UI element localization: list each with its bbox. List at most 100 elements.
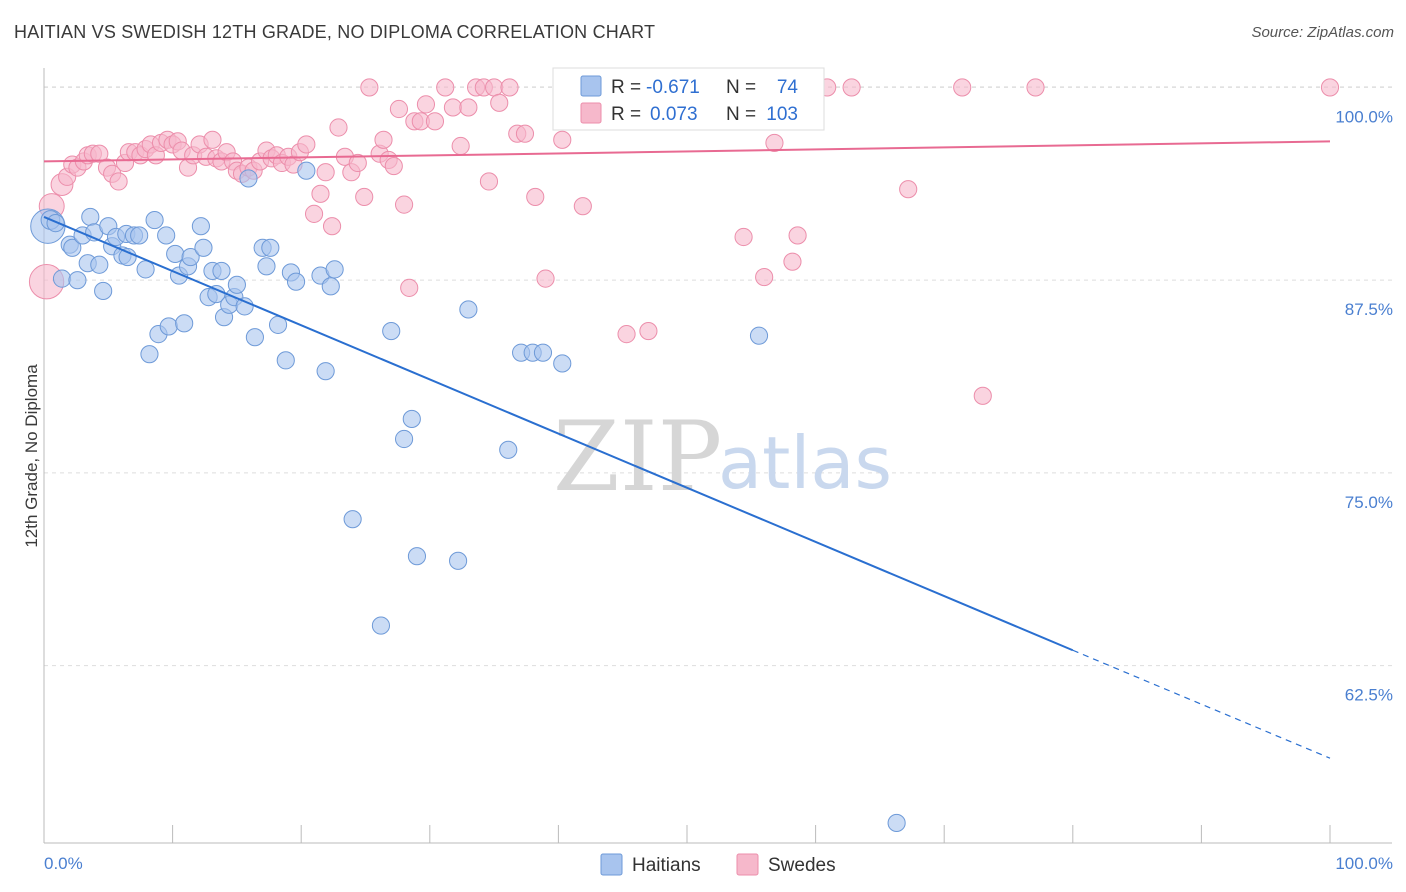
haitians-point-46 [257, 257, 276, 276]
legend-swatch-swedes [580, 102, 602, 124]
legend-n-label-swedes: N = [726, 104, 756, 125]
legend-swatch-haitians [580, 75, 602, 97]
haitians-point-11 [90, 255, 109, 274]
swedes-point-81 [536, 269, 555, 288]
swedes-point-54 [348, 153, 367, 173]
swedes-point-96 [842, 78, 861, 97]
swedes-point-79 [515, 124, 535, 143]
legend-r-label-haitians: R = [611, 77, 641, 98]
haitians-point-43 [239, 169, 258, 188]
y-tick-label-0: 62.5% [1345, 686, 1393, 705]
watermark: ZIP atlas [553, 401, 892, 513]
swedes-points [28, 78, 1340, 405]
swedes-point-89 [734, 227, 753, 247]
haitians-point-58 [371, 616, 391, 635]
y-axis-label: 12th Grade, No Diploma [22, 364, 41, 548]
haitians-point-23 [145, 210, 164, 230]
y-tick-label-2: 87.5% [1345, 300, 1393, 319]
haitians-point-64 [459, 300, 478, 319]
haitians-point-65 [499, 440, 518, 459]
swedes-point-82 [553, 130, 572, 149]
haitians-point-54 [316, 362, 335, 381]
swedes-point-92 [765, 133, 784, 153]
swedes-point-75 [485, 78, 504, 97]
haitians-point-21 [136, 260, 155, 279]
haitians-point-31 [181, 247, 200, 267]
swedes-point-68 [436, 78, 455, 97]
legend-n-label-haitians: N = [726, 77, 756, 98]
swedes-point-29 [203, 130, 222, 149]
stats-legend: R = -0.671 N = 74 R = 0.073 N = 103 [552, 67, 825, 131]
swedes-point-71 [459, 98, 478, 117]
swedes-point-58 [374, 130, 393, 149]
haitians-point-63 [449, 551, 468, 570]
haitians-point-55 [321, 277, 340, 296]
haitians-point-29 [175, 314, 194, 333]
haitians-point-61 [402, 409, 421, 429]
haitians-trend-extension [1072, 649, 1331, 759]
legend-r-value-haitians: -0.671 [646, 77, 700, 98]
haitians-point-25 [157, 226, 176, 245]
swedes-point-48 [311, 184, 330, 203]
bottom-legend-label-swedes: Swedes [768, 855, 836, 876]
haitians-point-37 [212, 261, 231, 280]
swedes-point-84 [573, 197, 592, 216]
haitians-point-5 [63, 238, 82, 257]
swedes-point-12 [109, 172, 128, 191]
bottom-legend-swatch-swedes [736, 853, 759, 876]
haitians-point-52 [297, 161, 316, 180]
swedes-point-80 [526, 187, 545, 206]
haitians-point-51 [286, 272, 306, 291]
haitians-point-59 [382, 321, 401, 341]
haitians-point-20 [130, 226, 149, 245]
haitians-point-44 [245, 328, 264, 347]
haitians-point-57 [343, 510, 362, 529]
swedes-point-46 [297, 135, 316, 154]
swedes-point-93 [783, 252, 802, 271]
haitians-point-56 [325, 260, 344, 279]
swedes-point-47 [304, 204, 324, 223]
swedes-point-51 [329, 118, 348, 137]
haitians-point-68 [533, 343, 553, 362]
swedes-point-77 [500, 78, 519, 97]
haitians-point-6 [68, 271, 87, 290]
swedes-point-69 [443, 98, 463, 117]
bottom-legend-swatch-haitians [600, 853, 623, 876]
x-tick-labels: 0.0% 100.0% [44, 854, 1393, 873]
swedes-point-90 [755, 268, 774, 287]
x-tick-label-1: 100.0% [1335, 854, 1393, 873]
swedes-point-94 [788, 226, 807, 245]
haitians-point-60 [395, 429, 414, 449]
swedes-point-9 [90, 144, 109, 163]
source-label: Source: ZipAtlas.com [1251, 24, 1394, 41]
haitians-point-26 [159, 317, 178, 336]
haitians-point-18 [118, 247, 137, 267]
legend-n-value-haitians: 74 [777, 77, 799, 98]
bottom-legend-label-haitians: Haitians [632, 855, 701, 876]
haitians-point-71 [887, 813, 906, 833]
swedes-point-98 [953, 78, 972, 97]
swedes-point-100 [1026, 78, 1045, 97]
watermark-atlas: atlas [718, 421, 892, 505]
legend-n-value-swedes: 103 [766, 104, 798, 125]
swedes-point-49 [316, 163, 335, 182]
haitians-point-69 [553, 354, 572, 373]
haitians-point-32 [191, 217, 210, 236]
swedes-point-97 [899, 180, 918, 199]
swedes-point-76 [490, 93, 509, 112]
swedes-point-55 [355, 187, 374, 206]
swedes-trend-line [43, 140, 1331, 163]
swedes-point-101 [1320, 78, 1340, 97]
legend-r-label-swedes: R = [611, 104, 641, 125]
haitians-point-42 [235, 297, 254, 316]
swedes-point-67 [425, 112, 445, 131]
haitians-point-62 [407, 547, 427, 566]
swedes-point-50 [322, 217, 342, 236]
y-tick-labels: 62.5% 75.0% 87.5% 100.0% [1335, 107, 1393, 704]
haitians-point-41 [227, 275, 246, 294]
swedes-point-74 [479, 172, 499, 191]
trend-lines [43, 140, 1331, 759]
swedes-point-61 [389, 99, 409, 119]
swedes-point-66 [416, 95, 436, 114]
swedes-point-60 [384, 156, 403, 176]
